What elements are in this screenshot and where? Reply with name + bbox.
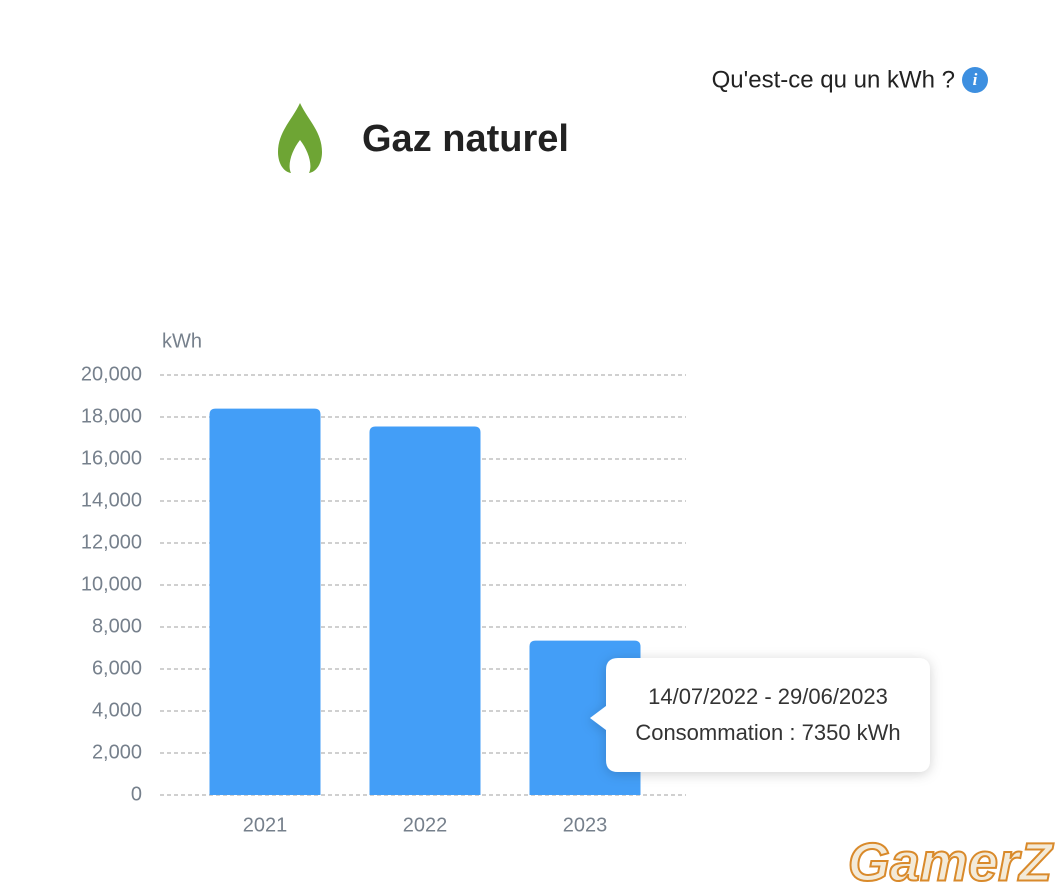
plot: 0 2,000 4,000 6,000 8,000 10,000 12,000 14,000 1… xyxy=(81,363,686,836)
bar xyxy=(369,426,481,795)
info-icon[interactable]: i xyxy=(962,67,988,93)
y-tick-label: 12,000 xyxy=(81,531,142,553)
watermark: GamerZ xyxy=(848,832,1054,892)
tooltip: 14/07/2022 - 29/06/2023 Consommation : 7… xyxy=(590,658,930,772)
y-tick-label: 6,000 xyxy=(92,657,142,679)
bar xyxy=(209,408,321,795)
y-tick-label: 18,000 xyxy=(81,405,142,427)
y-tick-label: 10,000 xyxy=(81,573,142,595)
y-tick-label: 16,000 xyxy=(81,447,142,469)
svg-text:i: i xyxy=(973,70,978,89)
page-title: Gaz naturel xyxy=(362,118,569,160)
y-tick-label: 14,000 xyxy=(81,489,142,511)
y-tick-label: 8,000 xyxy=(92,615,142,637)
x-tick-label: 2023 xyxy=(563,814,608,836)
flame-icon xyxy=(278,103,322,173)
tooltip-text: Consommation : 7350 kWh xyxy=(635,720,900,745)
x-tick-label: 2022 xyxy=(403,814,448,836)
y-axis-label: kWh xyxy=(162,330,202,352)
y-tick-label: 0 xyxy=(131,783,142,805)
help-link[interactable]: Qu'est-ce qu un kWh ? xyxy=(712,66,955,93)
y-tick-label: 2,000 xyxy=(92,741,142,763)
y-tick-label: 20,000 xyxy=(81,363,142,385)
x-tick-label: 2021 xyxy=(243,814,288,836)
tooltip-period: 14/07/2022 - 29/06/2023 xyxy=(648,684,888,709)
y-tick-label: 4,000 xyxy=(92,699,142,721)
